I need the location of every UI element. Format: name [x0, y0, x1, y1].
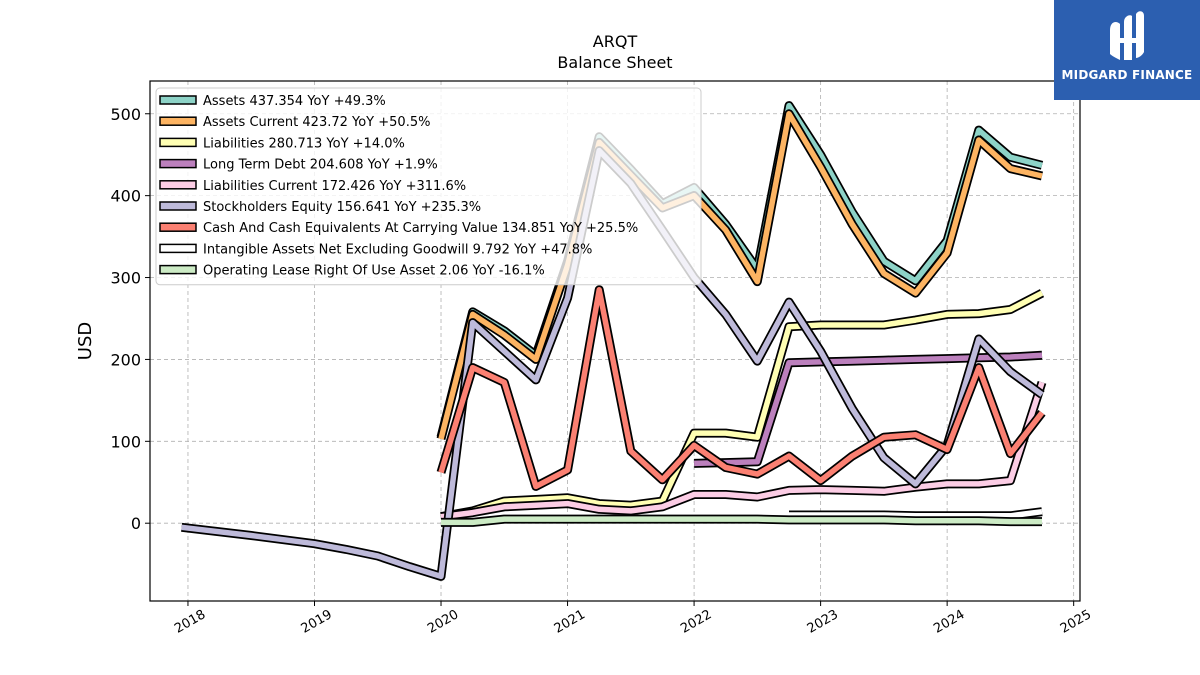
legend-label: Long Term Debt 204.608 YoY +1.9% [203, 158, 438, 173]
series-8 [789, 507, 1043, 521]
series-7 [436, 285, 1046, 491]
legend-swatch [159, 243, 197, 254]
y-tick-label: 0 [131, 514, 141, 533]
legend-swatch [159, 137, 197, 148]
legend-swatch [159, 116, 197, 126]
legend-swatch [159, 201, 197, 211]
legend-label: Operating Lease Right Of Use Asset 2.06 … [203, 264, 545, 279]
brand-logo: MIDGARD FINANCE [1054, 0, 1200, 100]
chart-title: ARQT [593, 32, 638, 51]
plot-frame [149, 80, 1081, 602]
legend-label: Liabilities 280.713 YoY +14.0% [203, 136, 405, 151]
series-line [694, 352, 1043, 467]
legend-swatch [159, 180, 197, 190]
legend-label: Liabilities Current 172.426 YoY +311.6% [203, 179, 466, 194]
y-tick-label: 100 [110, 432, 141, 451]
legend-swatch [159, 222, 197, 232]
y-tick-label: 400 [110, 187, 141, 206]
series-line [438, 287, 1045, 490]
series-line [440, 290, 1044, 520]
legend-label: Intangible Assets Net Excluding Goodwill… [203, 242, 592, 257]
legend-label: Stockholders Equity 156.641 YoY +235.3% [203, 200, 481, 215]
legend-box [155, 87, 702, 286]
logo-text: MIDGARD FINANCE [1061, 68, 1193, 82]
chart-subtitle: Balance Sheet [557, 53, 672, 72]
legend-swatch [159, 264, 197, 275]
legend: Assets 437.354 YoY +49.3% Assets Current … [155, 87, 702, 286]
series-line [438, 111, 1043, 440]
legend-label: Assets Current 423.72 YoY +50.5% [203, 115, 430, 130]
series-2 [436, 109, 1044, 441]
series-5 [440, 381, 1047, 522]
legend-swatch [159, 158, 197, 169]
series-line [441, 516, 1042, 526]
y-tick-label: 500 [110, 105, 141, 124]
legend-swatch [159, 95, 197, 105]
series-line [789, 508, 1043, 519]
series-4 [693, 350, 1043, 468]
series-line [440, 381, 1045, 520]
y-axis-label: USD [75, 322, 96, 360]
series-9 [441, 514, 1042, 527]
y-tick-label: 200 [110, 350, 141, 369]
logo-mark-icon [1110, 11, 1144, 60]
legend-label: Assets 437.354 YoY +49.3% [203, 94, 386, 109]
series-3 [440, 289, 1045, 522]
legend-label: Cash And Cash Equivalents At Carrying Va… [203, 221, 638, 236]
y-tick-label: 300 [110, 269, 141, 288]
